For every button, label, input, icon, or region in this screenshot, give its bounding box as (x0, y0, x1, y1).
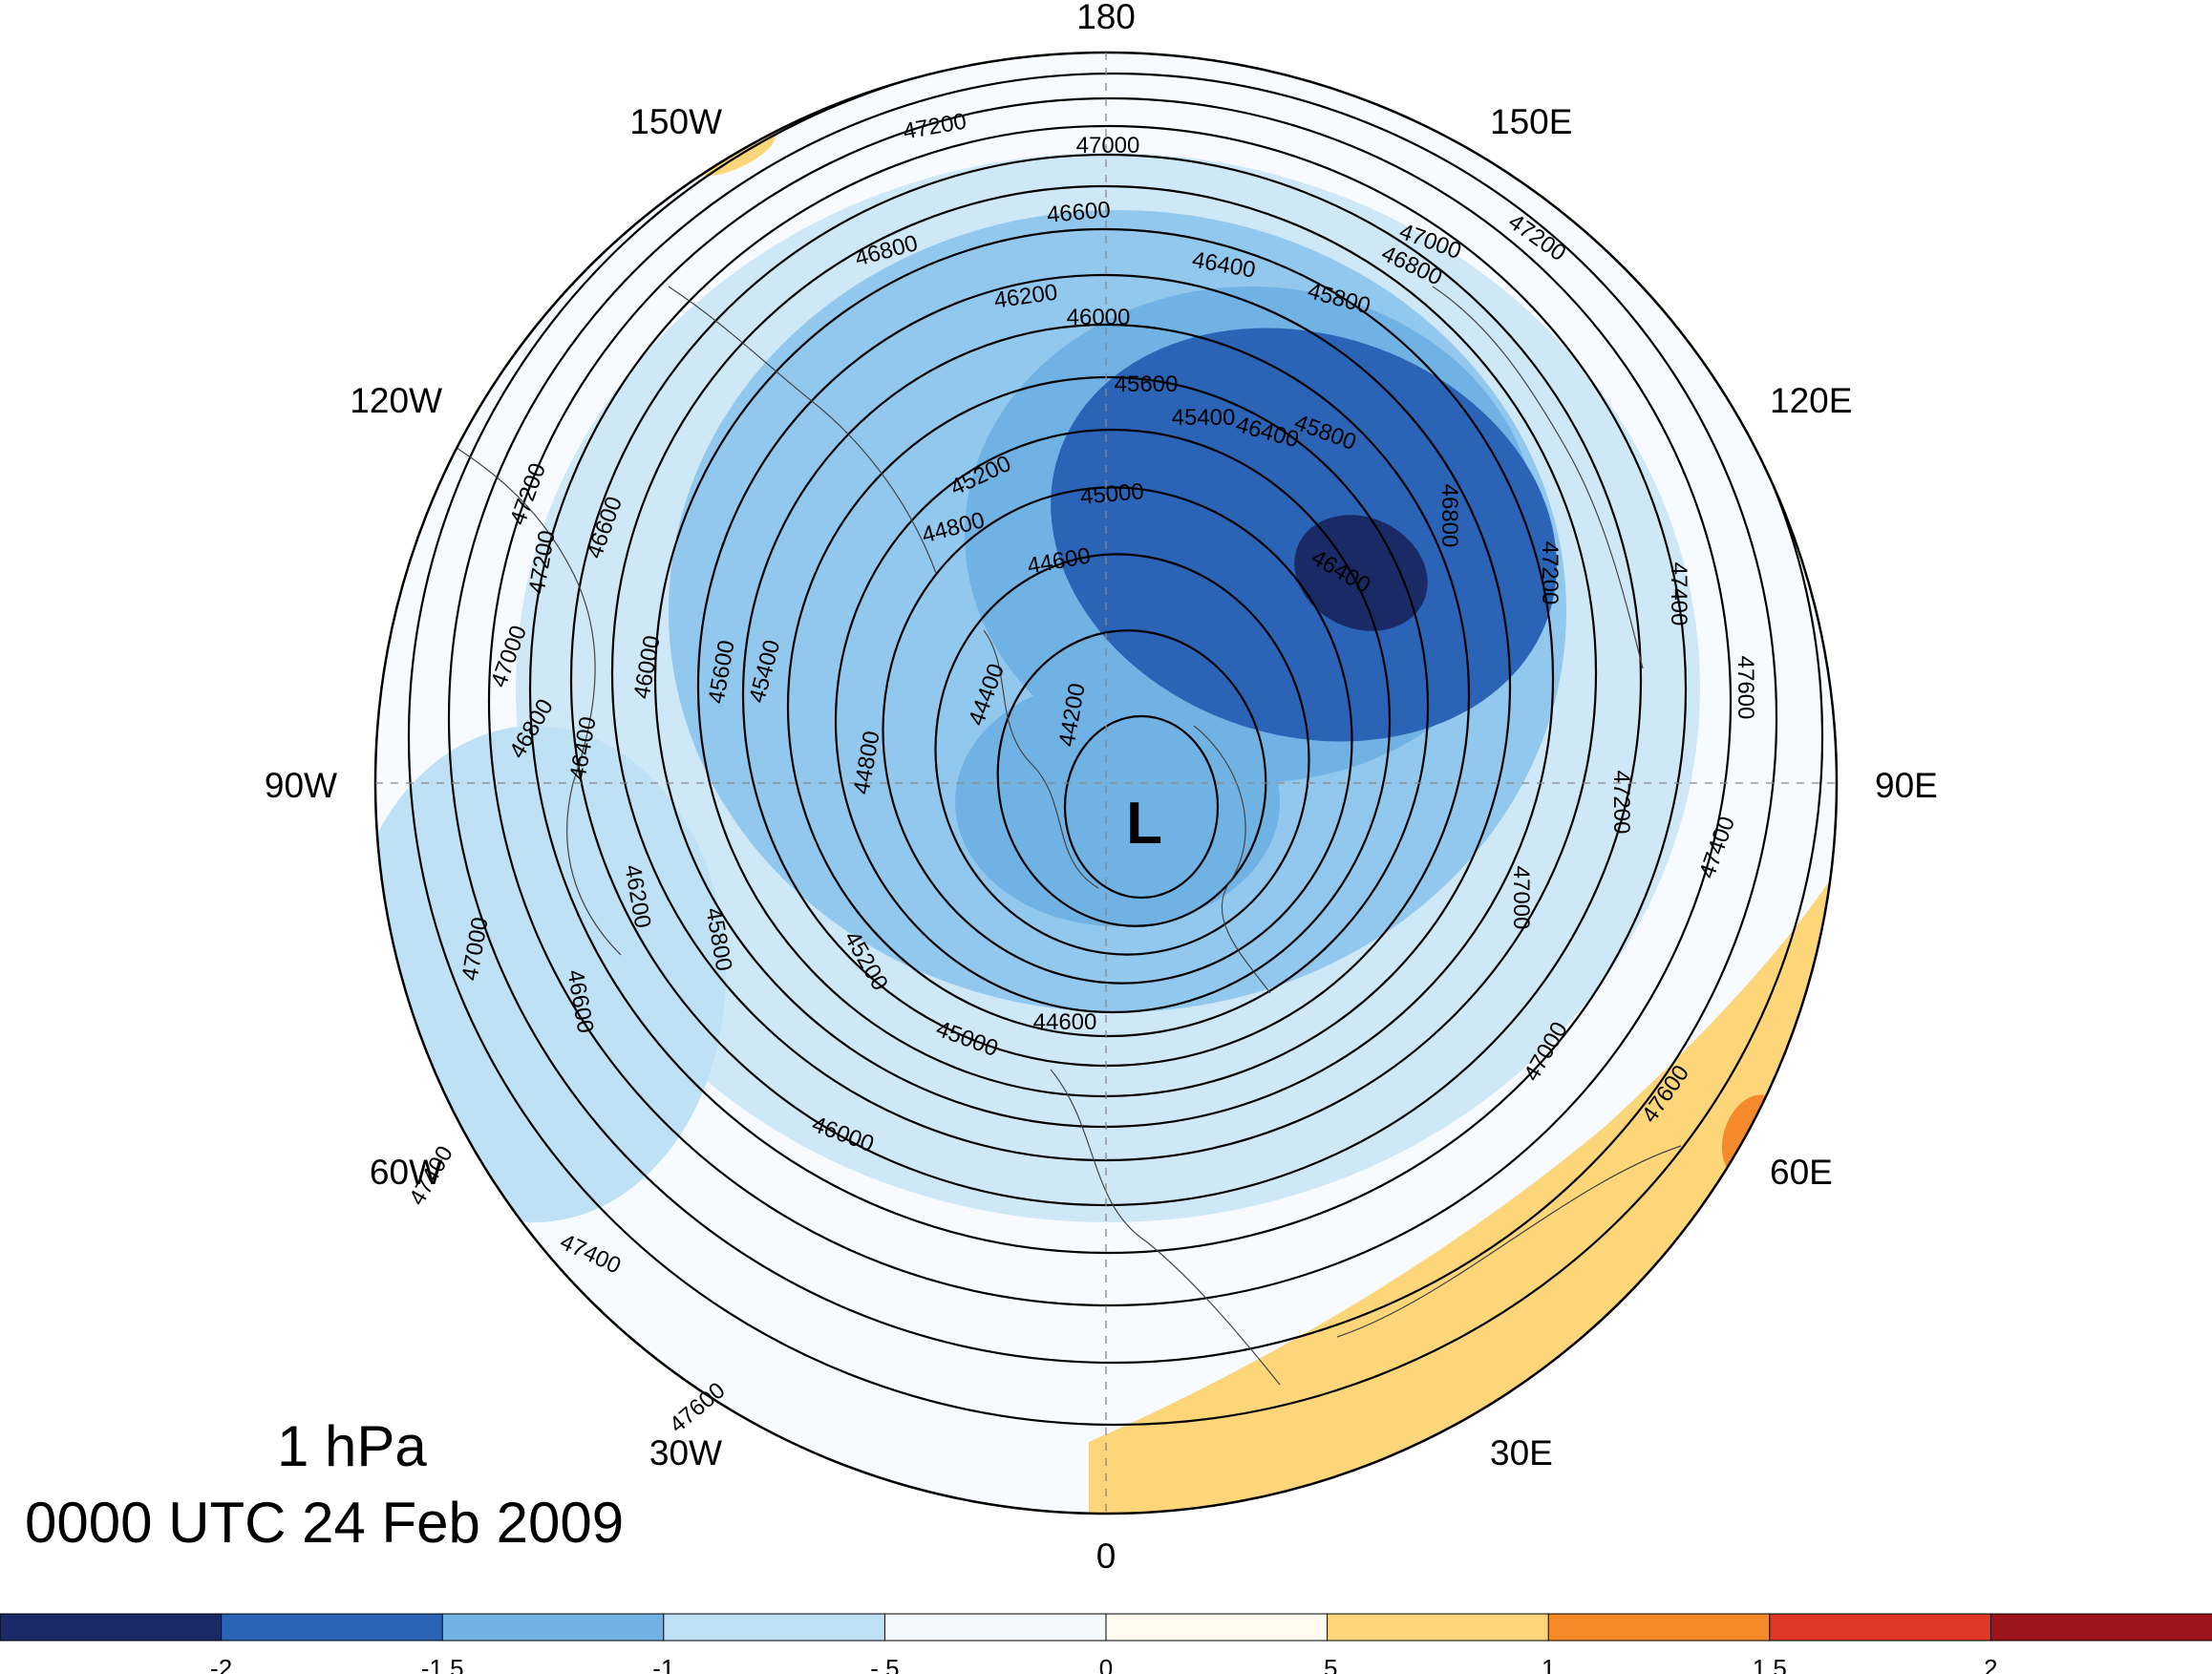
contour-label: 47200 (1537, 541, 1563, 605)
colorbar-tick-label: -1 (652, 1654, 674, 1674)
colorbar-tick-label: 1 (1542, 1654, 1555, 1674)
valid-time-title: 0000 UTC 24 Feb 2009 (25, 1491, 625, 1555)
colorbar-tick-label: 2 (1984, 1654, 1997, 1674)
colorbar-bin (663, 1613, 886, 1642)
contour-label: 45400 (1172, 405, 1236, 431)
contour-label: 46600 (1046, 197, 1112, 228)
colorbar-tick-label: .5 (1317, 1654, 1338, 1674)
lon-label: 180 (1076, 0, 1136, 36)
colorbar-tick-label: 1.5 (1753, 1654, 1787, 1674)
contour-label: 46000 (1067, 305, 1131, 330)
lon-label: 30W (649, 1433, 722, 1473)
colorbar-tick-label: 0 (1099, 1654, 1113, 1674)
colorbar-tick-label: -.5 (870, 1654, 899, 1674)
lon-label: 0 (1096, 1536, 1117, 1576)
coastlines (410, 286, 1682, 1386)
lon-label: 60E (1770, 1153, 1833, 1192)
contour-label: 44600 (1033, 1009, 1097, 1035)
colorbar-tick-label: -2 (210, 1654, 232, 1674)
contour-label: 45600 (1115, 371, 1179, 397)
colorbar-bin (441, 1613, 665, 1642)
colorbar-bin (1327, 1613, 1550, 1642)
geopotential-contours (407, 53, 1824, 1427)
lon-label: 90E (1875, 766, 1938, 805)
lon-label: 120E (1770, 381, 1852, 420)
contour-label: 47400 (1666, 562, 1691, 626)
lon-label: 60W (370, 1153, 442, 1192)
low-pressure-marker: L (1126, 791, 1162, 857)
colorbar-bin (883, 1613, 1108, 1642)
contour-label: 47600 (1733, 656, 1758, 720)
lon-label: 30E (1490, 1433, 1553, 1473)
contour-label: 46800 (1436, 484, 1462, 548)
longitude-labels: 180 150E 120E 90E 60E 30E 0 30W 60W 90W … (265, 0, 1938, 1576)
anomaly-shading (375, 53, 1837, 1514)
lon-label: 150W (629, 102, 722, 141)
lon-label: 150E (1490, 102, 1572, 141)
colorbar-bin (1547, 1613, 1771, 1642)
contour-label: 47000 (1508, 866, 1534, 930)
colorbar-tick-label: -1.5 (421, 1654, 464, 1674)
colorbar-bin (221, 1613, 444, 1642)
pressure-level-title: 1 hPa (277, 1414, 427, 1478)
contour-label: 47200 (1608, 771, 1634, 835)
colorbar-bin (0, 1613, 223, 1642)
lon-label: 90W (265, 766, 337, 805)
contour-label: 47000 (1076, 133, 1140, 159)
lon-label: 120W (350, 381, 442, 420)
contour-label: 45000 (1079, 478, 1145, 510)
colorbar-bin (1769, 1613, 1992, 1642)
colorbar-bin (1989, 1613, 2212, 1642)
colorbar: -2 -1.5 -1 -.5 0 .5 1 1.5 2 (0, 1613, 2212, 1674)
colorbar-bin (1105, 1613, 1329, 1642)
